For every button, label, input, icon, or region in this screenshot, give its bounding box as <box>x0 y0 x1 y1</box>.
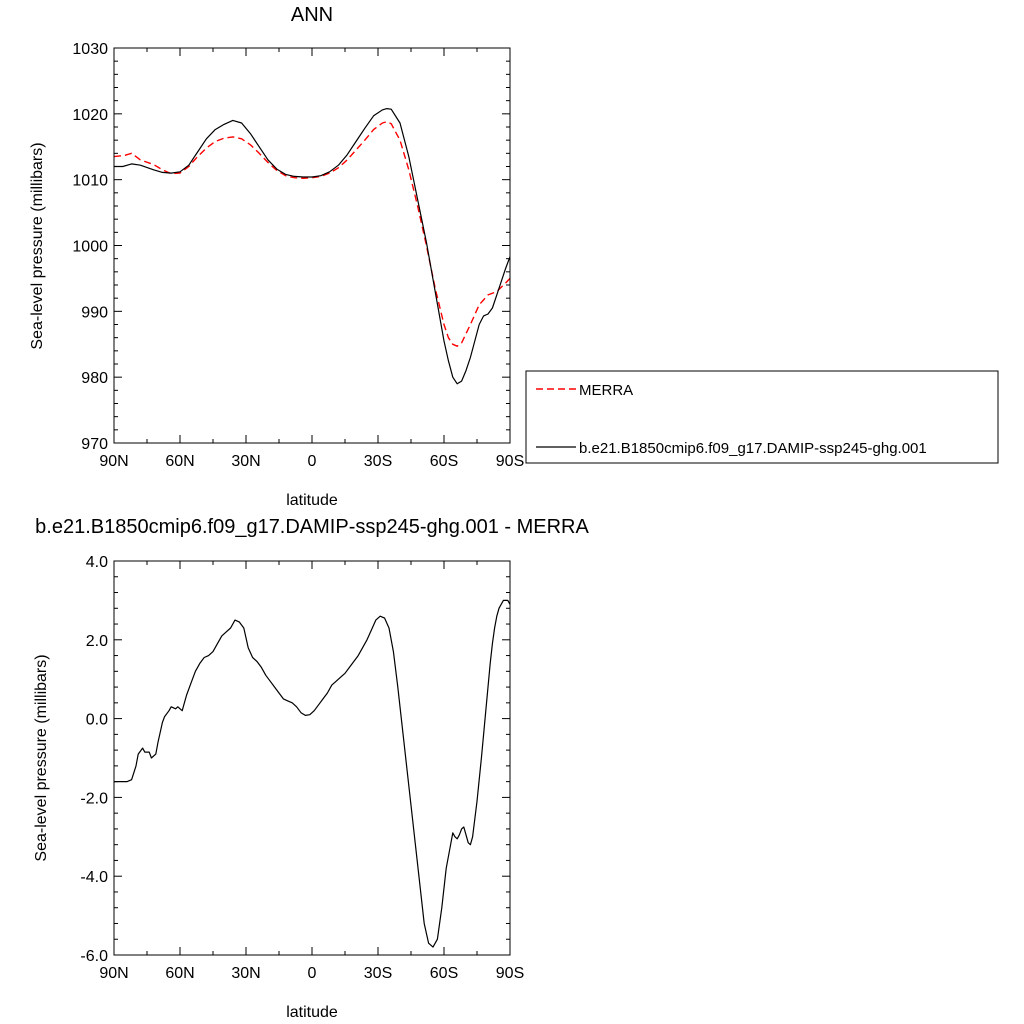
top-xtick-label: 60N <box>165 453 194 470</box>
bottom-chart-title: b.e21.B1850cmip6.f09_g17.DAMIP-ssp245-gh… <box>35 516 589 538</box>
bottom-ytick-label: 0.0 <box>86 712 108 729</box>
bottom-ytick-label: -4.0 <box>80 869 108 886</box>
top-xtick-label: 90N <box>99 453 128 470</box>
bottom-xtick-label: 60S <box>430 965 458 982</box>
top-ytick-label: 970 <box>81 436 108 453</box>
top-chart-frame <box>113 47 511 444</box>
legend: MERRA b.e21.B1850cmip6.f09_g17.DAMIP-ssp… <box>525 370 999 464</box>
legend-label-merra: MERRA <box>579 382 633 399</box>
bottom-xtick-label: 30S <box>364 965 392 982</box>
legend-box <box>525 370 999 464</box>
bottom-chart: b.e21.B1850cmip6.f09_g17.DAMIP-ssp245-gh… <box>33 516 589 1021</box>
top-xtick-label: 0 <box>308 453 317 470</box>
top-chart-ticks: 90N 60N 30N 0 30S 60S 90S 970 980 990 1000 1010 1020… <box>72 41 524 470</box>
top-chart-xlabel: latitude <box>286 492 338 509</box>
bottom-xtick-label: 30N <box>231 965 260 982</box>
bottom-xtick-label: 60N <box>165 965 194 982</box>
top-xtick-label: 60S <box>430 453 458 470</box>
top-ytick-label: 1010 <box>72 173 108 190</box>
top-ytick-label: 990 <box>81 304 108 321</box>
top-chart: ANN 90N 60N 30N 0 30S 60S 90S 970 980 990 1000 1010… <box>29 4 524 509</box>
bottom-series-line-0 <box>114 599 511 948</box>
bottom-chart-xlabel: latitude <box>286 1004 338 1021</box>
top-xtick-label: 30N <box>231 453 260 470</box>
bottom-xtick-label: 0 <box>308 965 317 982</box>
top-xtick-label: 90S <box>496 453 524 470</box>
top-ytick-label: 980 <box>81 370 108 387</box>
bottom-chart-series <box>114 599 511 948</box>
top-series-line-0 <box>113 121 511 347</box>
top-chart-ylabel: Sea-level pressure (millibars) <box>29 142 46 349</box>
top-ytick-label: 1000 <box>72 239 108 256</box>
top-ytick-label: 1020 <box>72 107 108 124</box>
bottom-xtick-label: 90S <box>496 965 524 982</box>
top-chart-title: ANN <box>291 4 333 26</box>
legend-label-model: b.e21.B1850cmip6.f09_g17.DAMIP-ssp245-gh… <box>579 440 927 457</box>
bottom-chart-ylabel: Sea-level pressure (millibars) <box>33 654 50 861</box>
bottom-ytick-label: -2.0 <box>80 790 108 807</box>
bottom-ytick-label: 4.0 <box>86 554 108 571</box>
top-xtick-label: 30S <box>364 453 392 470</box>
bottom-chart-ticks: 90N 60N 30N 0 30S 60S 90S -6.0 -4.0 -2.0 0.0 2.0 4.0 <box>80 554 524 982</box>
top-series-line-1 <box>114 108 511 385</box>
bottom-ytick-label: 2.0 <box>86 633 108 650</box>
top-ytick-label: 1030 <box>72 41 108 58</box>
top-chart-series <box>113 108 511 385</box>
bottom-xtick-label: 90N <box>99 965 128 982</box>
bottom-chart-frame <box>113 560 511 956</box>
bottom-ytick-label: -6.0 <box>80 948 108 965</box>
